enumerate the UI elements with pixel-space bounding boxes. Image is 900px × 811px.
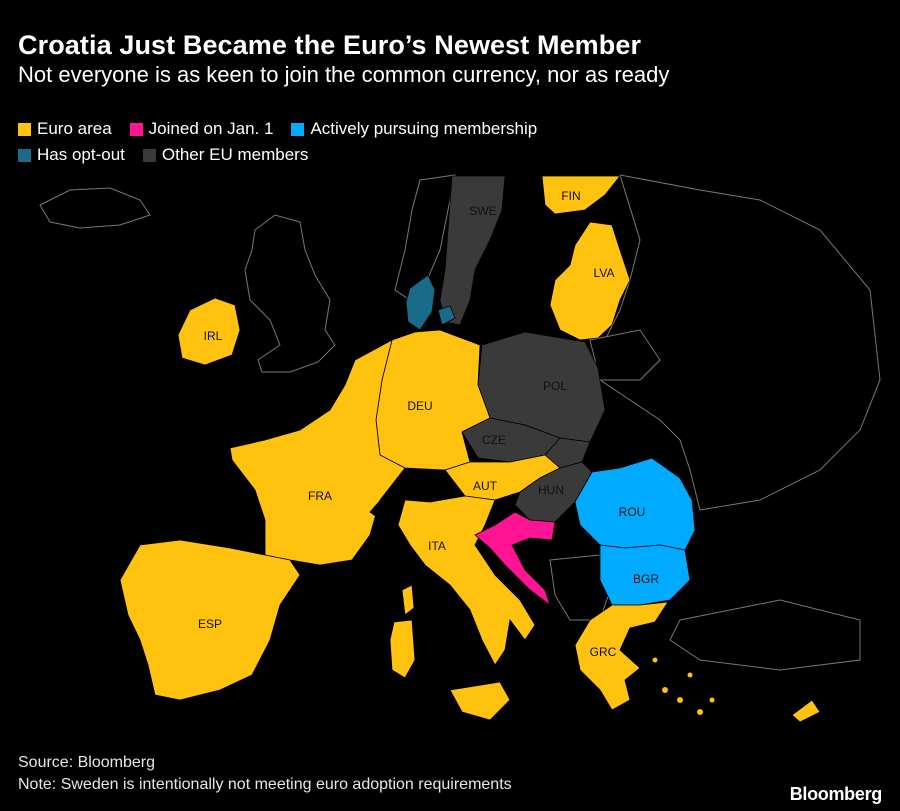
legend-label: Actively pursuing membership: [310, 119, 538, 138]
legend-label: Other EU members: [161, 145, 309, 164]
country-fra: [229, 339, 406, 566]
label-rou: ROU: [619, 505, 646, 519]
legend-swatch: [291, 122, 305, 136]
legend-swatch: [18, 148, 31, 162]
legend-label: Has opt-out: [37, 145, 125, 164]
country-hrv: [474, 511, 556, 607]
footer: Source: Bloomberg Note: Sweden is intent…: [18, 752, 512, 796]
non-eu-land: [39, 174, 881, 671]
iceland-shape: [39, 187, 151, 229]
europe-map: FIN SWE LVA IRL POL DEU CZE FRA AUT HUN …: [39, 174, 881, 723]
russia-ukraine-shape: [599, 174, 881, 511]
legend-label: Joined on Jan. 1: [148, 119, 274, 138]
legend-swatch: [142, 148, 156, 162]
country-esp: [119, 539, 301, 701]
legend-label: Euro area: [37, 119, 112, 138]
legend: Euro area Joined on Jan. 1 Actively purs…: [18, 116, 555, 168]
label-bgr: BGR: [633, 572, 659, 586]
country-cyp: [791, 699, 821, 723]
country-ita: [397, 495, 536, 666]
legend-item-pursuing: Actively pursuing membership: [291, 116, 537, 142]
country-irl: [177, 297, 241, 366]
country-fin: [541, 175, 621, 215]
bloomberg-logo: Bloomberg: [789, 784, 883, 804]
country-baltics: [549, 221, 631, 341]
label-lva: LVA: [594, 266, 615, 280]
legend-item-opt-out: Has opt-out: [18, 142, 125, 168]
label-pol: POL: [543, 379, 567, 393]
legend-swatch: [18, 122, 31, 136]
country-ita-sardinia: [389, 619, 416, 679]
legend-item-joined: Joined on Jan. 1: [129, 116, 274, 142]
label-fin: FIN: [561, 189, 580, 203]
label-grc: GRC: [590, 645, 617, 659]
label-deu: DEU: [407, 399, 432, 413]
source-note: Source: Bloomberg: [18, 754, 155, 771]
legend-swatch: [129, 122, 143, 136]
country-swe: [439, 175, 506, 326]
label-aut: AUT: [473, 479, 498, 493]
label-ita: ITA: [428, 539, 446, 553]
country-rou: [574, 457, 696, 551]
chart-note: Note: Sweden is intentionally not meetin…: [18, 776, 512, 793]
chart-title: Croatia Just Became the Euro’s Newest Me…: [18, 30, 642, 60]
country-bgr: [599, 544, 691, 606]
legend-item-other: Other EU members: [142, 142, 309, 168]
country-ita-sicily: [449, 681, 511, 721]
greek-islands: [652, 657, 715, 715]
country-grc: [574, 601, 669, 711]
country-fra-corsica: [401, 584, 415, 616]
legend-item-euro-area: Euro area: [18, 116, 112, 142]
country-dnk: [405, 274, 436, 331]
label-swe: SWE: [469, 204, 496, 218]
country-dnk-islands: [437, 305, 456, 326]
label-hun: HUN: [538, 483, 564, 497]
label-irl: IRL: [204, 329, 223, 343]
great-britain-shape: [244, 214, 336, 373]
label-esp: ESP: [198, 617, 222, 631]
label-cze: CZE: [482, 433, 506, 447]
turkey-shape: [669, 599, 861, 671]
label-fra: FRA: [308, 489, 332, 503]
chart-subtitle: Not everyone is as keen to join the comm…: [18, 62, 670, 87]
